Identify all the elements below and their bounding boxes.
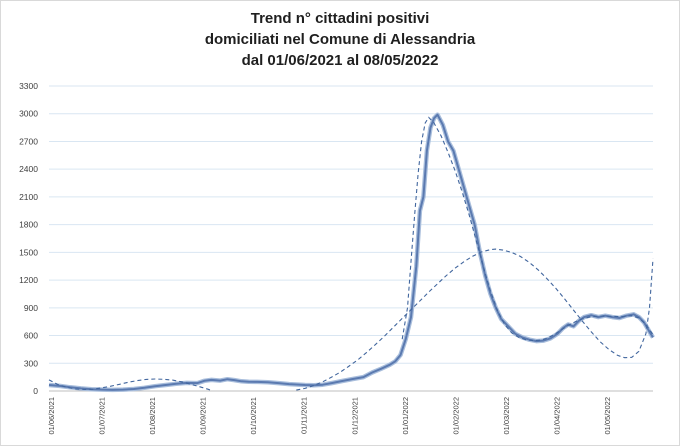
y-tick-label: 3300 [19, 81, 38, 91]
trendline-dashed-2 [296, 248, 654, 391]
x-tick-label: 01/02/2022 [451, 397, 460, 435]
chart-title-line-1: Trend n° cittadini positivi [250, 10, 430, 27]
y-tick-label: 1500 [19, 247, 38, 257]
chart-title-line-3: dal 01/06/2021 al 08/05/2022 [241, 52, 439, 69]
x-tick-label: 01/11/2021 [300, 397, 309, 434]
x-tick-label: 01/12/2021 [350, 397, 359, 435]
y-tick-label: 2400 [19, 164, 38, 174]
chart-title: Trend n° cittadini positivi domiciliati … [0, 8, 680, 71]
y-tick-label: 1800 [19, 220, 38, 230]
x-tick-label: 01/03/2022 [502, 397, 511, 435]
trendline-dashed-1 [48, 378, 212, 392]
chart-title-line-2: domiciliati nel Comune di Alessandria [204, 31, 476, 48]
x-tick-label: 01/05/2022 [603, 397, 612, 435]
y-tick-label: 2700 [19, 136, 38, 146]
x-tick-label: 01/09/2021 [199, 397, 208, 435]
x-tick-label: 01/06/2021 [47, 397, 56, 435]
y-tick-label: 0 [33, 386, 38, 396]
y-tick-label: 900 [24, 303, 38, 313]
y-tick-label: 300 [24, 358, 38, 368]
y-tick-label: 3000 [19, 109, 38, 119]
x-tick-label: 01/10/2021 [249, 397, 258, 435]
y-tick-label: 2100 [19, 192, 38, 202]
x-tick-label: 01/07/2021 [98, 397, 107, 435]
x-tick-label: 01/01/2022 [401, 397, 410, 435]
trendline-dashed-3 [401, 116, 654, 342]
x-tick-label: 01/04/2022 [552, 397, 561, 435]
y-tick-label: 1200 [19, 275, 38, 285]
y-tick-label: 600 [24, 331, 38, 341]
x-tick-label: 01/08/2021 [148, 397, 157, 435]
